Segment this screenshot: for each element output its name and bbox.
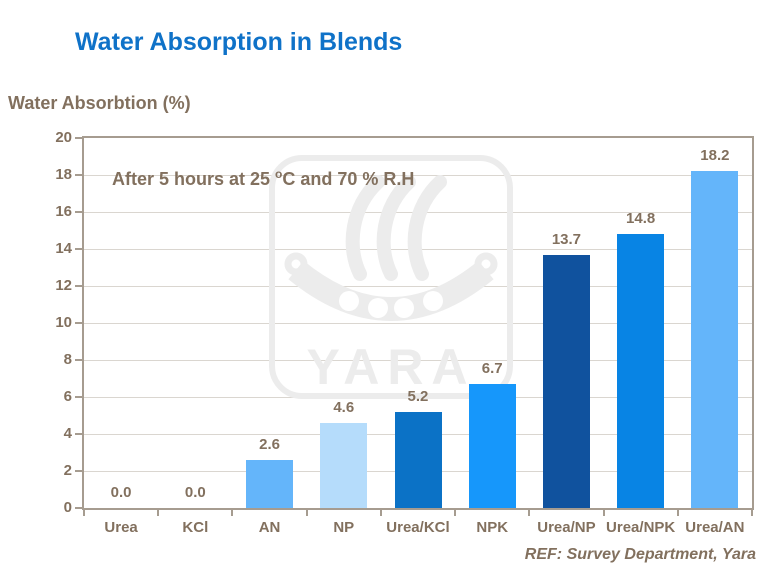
bar-value-label: 13.7 <box>551 230 582 248</box>
watermark-wordmark: YARA <box>306 339 475 395</box>
y-axis-tick <box>75 433 82 435</box>
y-axis-tick-label: 0 <box>63 499 72 516</box>
y-axis-title: Water Absorbtion (%) <box>8 93 191 113</box>
gridline <box>84 175 752 176</box>
x-axis-tick <box>454 510 457 516</box>
x-axis-label: AN <box>258 519 281 536</box>
y-axis-tick-label: 8 <box>63 351 72 368</box>
bar-value-label: 0.0 <box>184 484 206 501</box>
x-axis-label: KCl <box>182 519 209 536</box>
y-axis-tick <box>75 174 82 176</box>
x-axis-tick <box>379 510 382 516</box>
gridline <box>84 360 752 361</box>
y-axis-tick <box>75 396 82 398</box>
bar-value-label: 4.6 <box>333 398 355 416</box>
bar-value-label: 0.0 <box>110 484 132 501</box>
bar <box>542 254 590 508</box>
bar <box>320 422 368 508</box>
bar-value-label: 6.7 <box>481 360 503 378</box>
gridline <box>84 286 752 287</box>
watermark-frame <box>269 155 513 399</box>
footer-reference: REF: Survey Department, Yara <box>524 546 756 563</box>
x-axis-tick <box>676 510 679 516</box>
x-axis-tick <box>157 510 160 516</box>
x-axis-label: NPK <box>476 519 509 536</box>
y-axis-tick-label: 6 <box>63 388 72 405</box>
gridline <box>84 323 752 324</box>
x-axis-label: NP <box>333 519 355 536</box>
x-axis-label: Urea/AN <box>685 519 745 536</box>
y-axis-tick-label: 18 <box>55 166 72 183</box>
y-axis-tick <box>75 285 82 287</box>
bar-value-label: 14.8 <box>626 210 656 228</box>
x-axis-tick <box>751 510 753 516</box>
y-axis-tick-label: 20 <box>55 129 72 146</box>
bar <box>468 384 516 508</box>
x-axis-label: Urea/KCl <box>386 519 450 536</box>
annotation-text-pre: After 5 hours at 25 <box>112 169 276 189</box>
x-axis-tick <box>305 510 308 516</box>
bar-value-label: 5.2 <box>407 387 429 405</box>
yara-logo-watermark: YARA <box>269 155 513 399</box>
bar <box>617 234 665 508</box>
y-axis-tick <box>75 322 82 324</box>
x-axis-tick <box>602 510 605 516</box>
watermark-sails-icon <box>345 175 447 281</box>
annotation-text-post: C and 70 % R.H <box>282 169 415 189</box>
y-axis-tick-label: 16 <box>55 203 72 220</box>
x-axis-tick <box>83 510 85 516</box>
annotation: After 5 hours at 25 oC and 70 % R.H <box>112 167 414 190</box>
bar-value-labels: 0.0 0.0 2.6 4.6 5.2 6.7 13.7 14.8 18.2 <box>84 138 752 508</box>
x-axis-label: Urea/NPK <box>606 519 676 536</box>
y-axis-tick <box>75 137 82 139</box>
bar <box>246 459 294 508</box>
annotation-superscript: o <box>275 167 283 181</box>
y-axis-tick-label: 10 <box>55 314 72 331</box>
y-axis-tick <box>75 470 82 472</box>
y-axis-tick <box>75 248 82 250</box>
watermark-ship-icon <box>284 252 498 321</box>
bar-value-label: 18.2 <box>700 147 730 165</box>
y-axis-tick-label: 2 <box>63 462 72 479</box>
bars <box>84 138 752 508</box>
y-axis-tick <box>75 211 82 213</box>
x-axis-tick <box>528 510 531 516</box>
x-axis-tick <box>231 510 234 516</box>
y-axis-tick-label: 14 <box>55 240 72 257</box>
y-axis-tick <box>75 359 82 361</box>
y-axis-tick-label: 4 <box>63 425 72 442</box>
x-axis-label: Urea/NP <box>537 519 596 536</box>
page-title: Water Absorption in Blends <box>75 28 403 56</box>
bar <box>394 411 442 508</box>
bar <box>691 171 739 508</box>
y-axis-tick <box>75 507 82 509</box>
bar-value-label: 2.6 <box>259 435 280 453</box>
x-axis-label: Urea <box>104 519 138 536</box>
y-axis-tick-label: 12 <box>55 277 72 294</box>
